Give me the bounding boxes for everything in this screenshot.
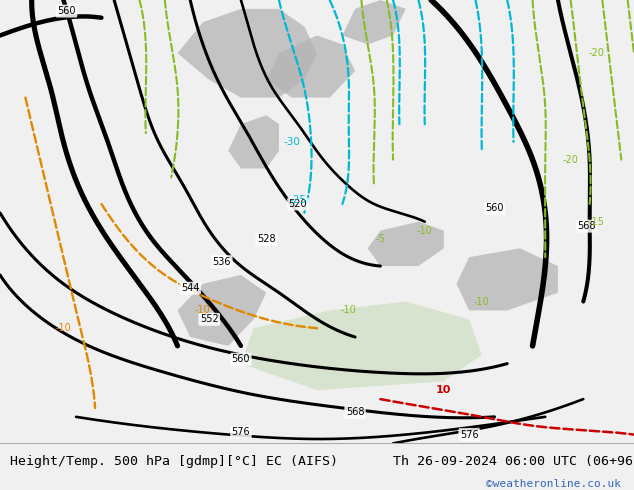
Text: ©weatheronline.co.uk: ©weatheronline.co.uk xyxy=(486,479,621,490)
Polygon shape xyxy=(342,0,406,44)
Polygon shape xyxy=(241,301,482,390)
Text: 10: 10 xyxy=(436,385,451,395)
Text: -25: -25 xyxy=(290,195,306,204)
Text: 576: 576 xyxy=(460,430,479,440)
Polygon shape xyxy=(178,275,266,346)
Polygon shape xyxy=(456,248,558,311)
Text: 568: 568 xyxy=(577,221,596,231)
Text: 528: 528 xyxy=(257,234,276,245)
Text: -5: -5 xyxy=(375,234,385,245)
Text: -20: -20 xyxy=(588,48,604,58)
Text: 560: 560 xyxy=(57,6,76,16)
Text: 536: 536 xyxy=(212,257,231,267)
Text: Height/Temp. 500 hPa [gdmp][°C] EC (AIFS): Height/Temp. 500 hPa [gdmp][°C] EC (AIFS… xyxy=(10,455,337,467)
Text: -10: -10 xyxy=(341,305,356,316)
Text: -10: -10 xyxy=(56,323,71,333)
Text: 560: 560 xyxy=(231,354,250,364)
Text: 520: 520 xyxy=(288,199,307,209)
Polygon shape xyxy=(228,115,279,169)
Text: Th 26-09-2024 06:00 UTC (06+96): Th 26-09-2024 06:00 UTC (06+96) xyxy=(393,455,634,467)
Text: 568: 568 xyxy=(346,407,365,417)
Text: 544: 544 xyxy=(181,283,200,293)
Text: -10: -10 xyxy=(417,225,432,236)
Text: 560: 560 xyxy=(485,203,504,214)
Polygon shape xyxy=(178,9,317,98)
Text: 576: 576 xyxy=(231,427,250,438)
Text: -20: -20 xyxy=(562,155,579,165)
Text: 552: 552 xyxy=(200,314,219,324)
Polygon shape xyxy=(266,35,355,98)
Text: -10: -10 xyxy=(195,305,210,316)
Polygon shape xyxy=(368,221,444,266)
Text: -10: -10 xyxy=(474,296,489,307)
Text: -30: -30 xyxy=(283,137,300,147)
Text: -15: -15 xyxy=(588,217,604,227)
